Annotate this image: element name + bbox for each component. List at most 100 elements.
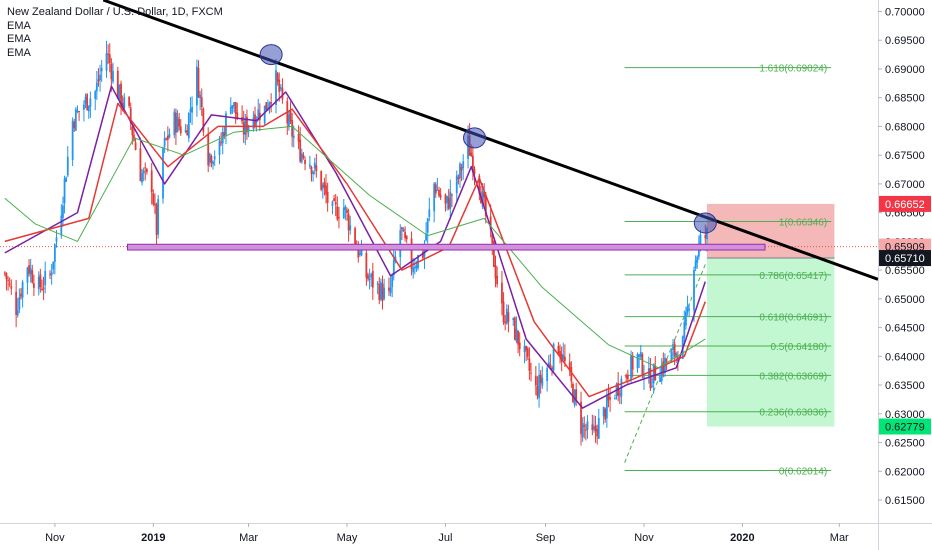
- candle-body: [383, 287, 386, 299]
- candle-body: [581, 423, 584, 438]
- symbol-title[interactable]: New Zealand Dollar / U.S. Dollar, 1D, FX…: [7, 6, 223, 18]
- candle-body: [630, 355, 632, 380]
- candle-body: [252, 117, 255, 129]
- candle-body: [196, 66, 198, 106]
- candle-body: [654, 365, 657, 381]
- candle-body: [37, 276, 40, 290]
- candle-body: [551, 367, 553, 370]
- candle-body: [29, 268, 32, 275]
- candle-body: [389, 287, 392, 293]
- fib-level-label: 0.618(0.64691): [759, 313, 827, 324]
- candle-body: [444, 194, 447, 204]
- candle-body: [507, 312, 510, 323]
- candle-body: [546, 368, 549, 382]
- candle-body: [141, 173, 143, 183]
- indicator-label-ema-3[interactable]: EMA: [7, 46, 31, 59]
- fib-level-label: 0.5(0.64180): [770, 342, 827, 353]
- candle-body: [99, 74, 101, 81]
- candle-body: [28, 265, 30, 274]
- candle-body: [131, 126, 134, 136]
- candle-body: [175, 112, 177, 133]
- candle-body: [134, 142, 137, 150]
- candle-body: [365, 252, 368, 278]
- candle-body: [178, 119, 181, 127]
- candle-body: [200, 97, 203, 107]
- time-tick-label: Nov: [45, 532, 65, 544]
- candle-body: [631, 355, 634, 370]
- candle-body: [50, 272, 53, 276]
- resistance-trendline[interactable]: [102, 0, 879, 281]
- fib-level-label: 0(0.62014): [779, 466, 827, 477]
- fib-level-label: 0.786(0.65417): [759, 271, 827, 282]
- candle-body: [425, 233, 427, 241]
- candle-body: [547, 362, 550, 367]
- candle-body: [55, 237, 58, 242]
- candle-body: [694, 260, 697, 269]
- candle-body: [268, 102, 271, 108]
- candle-body: [279, 86, 282, 90]
- indicator-label-ema-1[interactable]: EMA: [7, 19, 31, 32]
- ema-line-3[interactable]: [4, 125, 706, 369]
- candle-body: [220, 142, 223, 144]
- price-tick-label: 0.68500: [885, 93, 925, 105]
- candle-body: [289, 111, 292, 122]
- trendline-touch-marker[interactable]: [693, 212, 717, 234]
- candle-body: [471, 155, 474, 173]
- price-label-badge: [879, 250, 931, 267]
- candle-body: [186, 130, 189, 136]
- candle-body: [670, 351, 673, 362]
- time-tick-label: Sep: [536, 532, 556, 544]
- candle-body: [473, 169, 476, 174]
- ema-line-2[interactable]: [4, 102, 707, 398]
- trendline-touch-marker[interactable]: [463, 127, 487, 149]
- trendline-touch-marker[interactable]: [259, 44, 283, 66]
- fib-level-label: 0.382(0.63669): [759, 371, 827, 382]
- time-axis[interactable]: Nov 2019 Mar May Jul Sep Nov 2020 Mar: [45, 523, 849, 544]
- candle-body: [202, 108, 205, 132]
- time-tick-label: Nov: [634, 532, 654, 544]
- chart-legend: New Zealand Dollar / U.S. Dollar, 1D, FX…: [7, 6, 223, 60]
- candle-body: [325, 185, 327, 195]
- candle-body: [539, 374, 542, 384]
- candle-body: [591, 424, 594, 431]
- candle-body: [128, 97, 131, 106]
- candle-body: [344, 206, 347, 210]
- candle-body: [223, 132, 226, 137]
- candle-body: [110, 64, 113, 80]
- candle-body: [526, 348, 529, 357]
- candle-body: [53, 244, 56, 262]
- candle-body: [32, 283, 35, 288]
- candle-body: [625, 375, 628, 378]
- candle-body: [300, 153, 303, 162]
- ema-line-1[interactable]: [4, 85, 707, 409]
- candle-body: [42, 287, 45, 289]
- candle-body: [536, 386, 539, 396]
- candle-body: [8, 283, 11, 285]
- candle-body: [120, 83, 122, 106]
- candle-body: [173, 111, 176, 136]
- candle-body: [304, 159, 306, 165]
- candle-body: [371, 271, 374, 288]
- candle-body: [257, 109, 260, 120]
- support-zone[interactable]: [127, 243, 766, 251]
- candle-body: [673, 343, 676, 357]
- candle-body: [315, 165, 318, 172]
- candle-body: [379, 282, 382, 300]
- candle-body: [392, 259, 395, 276]
- time-tick-label: 2019: [141, 532, 165, 544]
- candle-body: [525, 345, 528, 351]
- candle-body: [229, 106, 232, 114]
- candle-body: [78, 111, 80, 113]
- candle-body: [15, 291, 18, 315]
- candle-body: [16, 310, 19, 316]
- candle-body: [643, 376, 645, 378]
- take-profit-zone[interactable]: [706, 258, 835, 427]
- candle-body: [308, 164, 311, 167]
- candle-body: [139, 148, 142, 181]
- candle-body: [233, 102, 235, 107]
- price-label-text: 0.66652: [885, 199, 925, 211]
- candle-body: [5, 273, 8, 280]
- indicator-label-ema-2[interactable]: EMA: [7, 33, 31, 45]
